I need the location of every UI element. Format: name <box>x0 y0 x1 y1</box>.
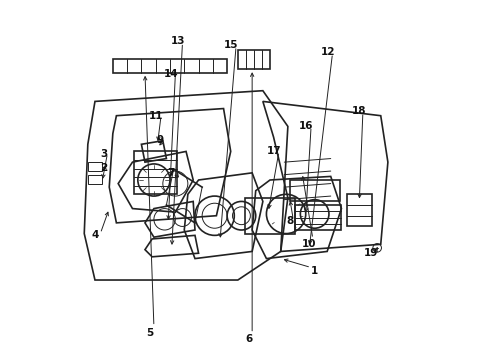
Text: 4: 4 <box>92 230 99 240</box>
Bar <box>88 162 102 171</box>
Text: 12: 12 <box>321 47 336 57</box>
Text: 2: 2 <box>100 163 107 173</box>
Text: 11: 11 <box>149 111 164 121</box>
Bar <box>290 180 340 202</box>
Bar <box>295 205 342 230</box>
Text: 7: 7 <box>168 168 175 178</box>
Bar <box>238 50 270 69</box>
Text: 9: 9 <box>157 135 164 145</box>
Bar <box>88 175 102 184</box>
Bar <box>134 152 177 194</box>
Text: 15: 15 <box>224 40 239 50</box>
Text: 6: 6 <box>245 334 253 344</box>
Text: 16: 16 <box>299 121 314 131</box>
Text: 1: 1 <box>311 266 318 276</box>
Text: 14: 14 <box>163 68 178 78</box>
Text: 8: 8 <box>286 216 294 226</box>
Text: 18: 18 <box>351 107 366 116</box>
Text: 17: 17 <box>267 146 282 156</box>
Bar <box>245 198 295 234</box>
Text: 19: 19 <box>364 248 378 258</box>
Bar <box>113 59 227 73</box>
Bar <box>347 194 372 226</box>
Text: 5: 5 <box>146 328 153 338</box>
Text: 10: 10 <box>302 239 317 249</box>
Text: 3: 3 <box>100 149 107 159</box>
Text: 13: 13 <box>171 36 185 46</box>
